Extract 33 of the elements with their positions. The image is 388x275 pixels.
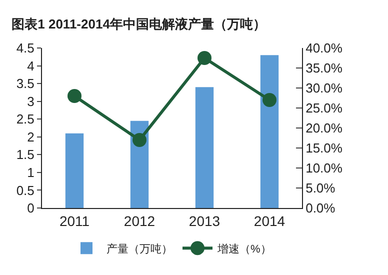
- y2-tick-label: 0.0%: [306, 200, 336, 216]
- y2-tick-label: 5.0%: [306, 180, 336, 196]
- point: [198, 51, 212, 65]
- x-tick-label: 2014: [254, 212, 286, 229]
- legend-label: 增速（%）: [216, 242, 272, 256]
- y-tick-label: 3: [27, 94, 34, 109]
- bar: [195, 87, 214, 208]
- y-tick-label: 0: [27, 200, 34, 216]
- y2-tick-label: 15.0%: [306, 140, 343, 156]
- y-tick-label: 1.5: [16, 147, 34, 162]
- y2-tick-label: 35.0%: [306, 60, 343, 76]
- x-tick-label: 2011: [59, 212, 90, 229]
- y2-tick-label: 40.0%: [306, 40, 343, 56]
- y-tick-label: 4: [27, 58, 34, 74]
- y2-tick-label: 20.0%: [306, 120, 343, 136]
- legend-label: 产量（万吨）: [106, 242, 172, 256]
- y2-tick-label: 25.0%: [306, 100, 343, 116]
- bar: [260, 55, 279, 208]
- y-tick-label: 3.5: [16, 76, 34, 92]
- y-tick-label: 4.5: [16, 40, 34, 56]
- y-tick-label: 2.5: [16, 112, 34, 127]
- point: [262, 93, 276, 107]
- x-tick-label: 2013: [188, 212, 220, 229]
- y-tick-label: 2: [27, 129, 34, 144]
- chart-title: 图表1 2011-2014年中国电解液产量（万吨）: [12, 16, 266, 32]
- y2-tick-label: 30.0%: [306, 80, 343, 96]
- point: [132, 133, 146, 147]
- y-tick-label: 1: [27, 164, 34, 180]
- point: [68, 89, 82, 103]
- x-tick-label: 2012: [124, 212, 156, 229]
- bar: [65, 133, 84, 208]
- y-tick-label: 0.5: [16, 182, 34, 198]
- y2-tick-label: 10.0%: [306, 160, 343, 176]
